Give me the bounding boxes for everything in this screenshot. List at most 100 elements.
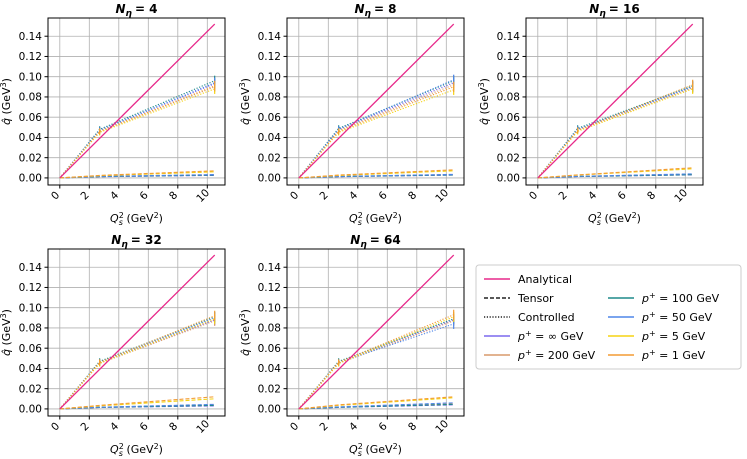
y-tick-label: 0.00	[19, 404, 42, 416]
x-axis-label: Q2 s (GeV2)	[349, 442, 402, 458]
y-tick-label: 0.08	[19, 92, 42, 104]
y-tick-label: 0.00	[497, 173, 520, 185]
x-tick-label: 0	[49, 420, 62, 433]
y-tick-label: 0.14	[19, 31, 43, 43]
xlabel-q: Q	[110, 443, 119, 456]
title-subscript: η	[599, 9, 606, 19]
legend-p: p	[641, 292, 649, 305]
tensor-series-p1	[59, 170, 215, 179]
y-tick-label: 0.14	[258, 31, 282, 43]
title-subscript: η	[121, 240, 128, 250]
xlabel-sup: 2	[358, 211, 363, 220]
ylabel-unit: (GeV	[239, 318, 252, 349]
legend-plus: +	[649, 329, 656, 338]
controlled-series-p5	[298, 89, 454, 179]
legend-plus: +	[525, 329, 532, 338]
controlled-series-p200	[59, 320, 215, 410]
ylabel-close: )	[0, 78, 13, 82]
y-tick-label: 0.06	[497, 112, 521, 124]
controlled-series-p100	[59, 316, 215, 410]
x-tick-label: 4	[586, 189, 599, 202]
y-tick-label: 0.12	[497, 51, 520, 63]
controlled-series-p5	[537, 88, 693, 179]
xlabel-unit-sup: 2	[154, 211, 159, 220]
analytical-line	[298, 254, 455, 410]
controlled-series-p50	[298, 323, 454, 410]
ylabel-close: )	[239, 309, 252, 313]
xlabel-unit-sup: 2	[393, 211, 398, 220]
controlled-series-p5	[298, 316, 454, 410]
x-tick-label: 2	[318, 420, 331, 433]
plot-frame	[286, 248, 465, 417]
plot-frame	[286, 17, 465, 186]
tensor-series-p200	[59, 174, 215, 179]
xlabel-q: Q	[588, 212, 597, 225]
legend-label: p+ = 50 GeV	[641, 310, 713, 324]
x-tick-label: 10	[433, 418, 451, 436]
y-tick-label: 0.02	[19, 152, 42, 164]
xlabel-unit: (GeV	[362, 212, 393, 225]
panel-3: 0.00 0.02 0.04 0.06 0.08 0.10 0.12 0.14 0 2 4 6 8 10 N…	[477, 2, 704, 227]
x-tick-label: 10	[672, 187, 690, 205]
ylabel-qhat: q̂	[239, 118, 252, 125]
x-tick-label: 10	[433, 187, 451, 205]
analytical-line	[59, 254, 216, 410]
title-value: = 8	[374, 2, 397, 16]
panel-5: 0.00 0.02 0.04 0.06 0.08 0.10 0.12 0.14 0 2 4 6 8 10 N…	[238, 233, 465, 458]
xlabel-sub: s	[119, 449, 123, 458]
panel-title: Nη = 4	[115, 2, 157, 19]
xlabel-sub: s	[358, 218, 362, 227]
x-tick-label: 0	[288, 189, 301, 202]
y-tick-label: 0.02	[258, 383, 281, 395]
tensor-series-p50	[537, 173, 693, 179]
controlled-series-p_inf	[59, 319, 215, 410]
legend-p: p	[641, 349, 649, 362]
xlabel-sub: s	[119, 218, 123, 227]
ylabel-unit-sup: 3	[238, 313, 247, 318]
legend-plus: +	[649, 310, 656, 319]
tensor-series-p200	[298, 174, 454, 179]
xlabel-unit: (GeV	[601, 212, 632, 225]
legend-p: p	[641, 311, 649, 324]
xlabel-close: )	[398, 212, 402, 225]
controlled-series-p50	[298, 79, 454, 179]
xlabel-sup: 2	[597, 211, 602, 220]
x-axis-label: Q2 s (GeV2)	[110, 211, 163, 227]
ylabel-qhat: q̂	[478, 118, 491, 125]
x-tick-label: 4	[108, 189, 121, 202]
plot-frame	[47, 248, 226, 417]
legend-entry: p+ = 200 GeV	[484, 348, 596, 362]
tensor-series-p5	[59, 171, 215, 179]
controlled-series-p1	[59, 85, 215, 179]
y-axis-label: q̂ (GeV3)	[0, 78, 13, 125]
tensor-series-p200	[537, 173, 693, 179]
analytical-line	[59, 23, 216, 179]
y-tick-label: 0.06	[19, 112, 43, 124]
plot-frame	[525, 17, 704, 186]
controlled-series-p200	[298, 320, 454, 410]
x-axis-label: Q2 s (GeV2)	[349, 211, 402, 227]
tensor-series-p50	[59, 174, 215, 179]
x-tick-label: 4	[108, 420, 121, 433]
title-symbol: N	[111, 233, 121, 247]
legend-p: p	[517, 330, 525, 343]
legend-entry: p+ = 100 GeV	[608, 291, 720, 305]
y-tick-label: 0.10	[258, 302, 281, 314]
legend-value: = 50 GeV	[656, 311, 713, 324]
y-tick-label: 0.02	[258, 152, 281, 164]
controlled-series-p1	[537, 84, 693, 179]
ylabel-unit-sup: 3	[477, 82, 486, 87]
tensor-series-p200	[59, 404, 215, 410]
xlabel-sup: 2	[119, 211, 124, 220]
ylabel-unit-sup: 3	[238, 82, 247, 87]
x-tick-label: 2	[318, 189, 331, 202]
legend-label: p+ = 100 GeV	[641, 291, 720, 305]
y-tick-label: 0.12	[258, 51, 281, 63]
tensor-series-p1	[298, 169, 454, 179]
tensor-series-p100	[298, 174, 454, 179]
legend-value: = 5 GeV	[656, 330, 706, 343]
x-tick-label: 2	[79, 189, 92, 202]
ylabel-unit: (GeV	[0, 87, 13, 118]
x-tick-label: 0	[527, 189, 540, 202]
panel-title: Nη = 8	[354, 2, 396, 19]
